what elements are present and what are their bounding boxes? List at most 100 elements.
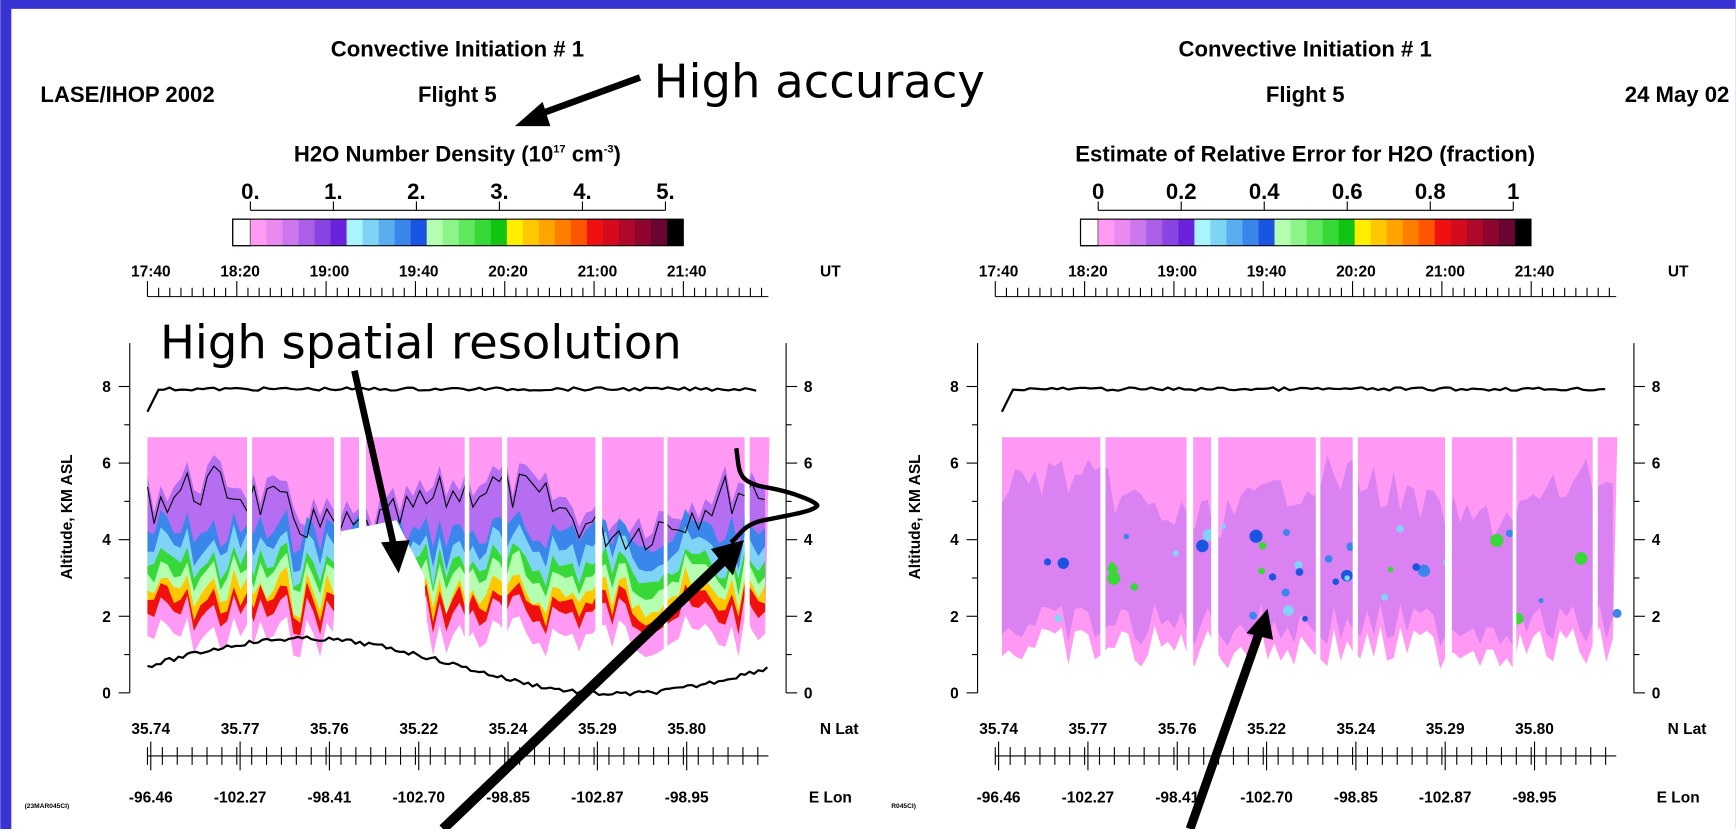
alt-tick-label: 6 xyxy=(102,456,111,473)
alt-tick-label: 4 xyxy=(1652,532,1661,549)
error-speck xyxy=(1249,611,1257,620)
time-tick-label: 20:20 xyxy=(488,264,528,281)
data-gap xyxy=(502,431,508,698)
aircraft-altitude xyxy=(1000,386,1606,413)
panel-title: Convective Initiation # 1 xyxy=(331,36,584,61)
panel: Convective Initiation # 1 Flight 5 Estimat… xyxy=(891,36,1706,810)
colorbar-cell xyxy=(1258,219,1276,246)
arrow-head xyxy=(1246,608,1274,640)
error-speck xyxy=(1302,615,1308,622)
alt-tick-label: 2 xyxy=(950,609,959,626)
arrow-head xyxy=(514,101,551,127)
arrow-head xyxy=(710,540,745,576)
time-tick-label: 18:20 xyxy=(1068,264,1108,281)
colorbar-cell xyxy=(298,219,316,246)
colorbar-cell xyxy=(1306,219,1324,246)
arrow xyxy=(439,555,729,833)
alt-tick-label: 6 xyxy=(1652,456,1661,473)
lat-tick-label: 35.77 xyxy=(1069,721,1108,738)
error-speck xyxy=(1196,539,1209,553)
lat-unit: N Lat xyxy=(1668,721,1707,738)
colorbar-cell xyxy=(1098,219,1115,246)
alt-label: Altitude, KM ASL xyxy=(907,454,924,579)
alt-tick-label: 2 xyxy=(102,609,111,626)
error-speck xyxy=(1123,533,1130,540)
colorbar-cell xyxy=(458,219,476,246)
error-speck xyxy=(1283,529,1290,536)
colorbar-cell xyxy=(554,219,572,246)
colorbar-cell xyxy=(522,219,540,246)
time-tick-label: 20:20 xyxy=(1336,264,1376,281)
colorbar-cell xyxy=(1210,219,1227,246)
time-tick-label: 18:20 xyxy=(220,264,260,281)
data-gap xyxy=(663,431,668,698)
error-speck xyxy=(1612,608,1622,618)
alt-tick-label: 6 xyxy=(804,456,813,473)
lat-tick-label: 35.22 xyxy=(399,721,438,738)
data-gap xyxy=(1211,431,1219,698)
lat-tick-label: 35.74 xyxy=(979,721,1018,738)
colorbar-label-part: ) xyxy=(614,142,621,167)
colorbar-cell xyxy=(1194,219,1211,246)
bracket xyxy=(729,447,820,545)
data-gap xyxy=(1445,431,1452,698)
arrow xyxy=(535,74,642,119)
lon-tick-label: -98.41 xyxy=(1155,789,1199,806)
colorbar-tick-label: 4. xyxy=(573,179,591,204)
colorbar-cell xyxy=(667,219,684,246)
date-label: 24 May 02 xyxy=(1625,82,1730,107)
colorbar-cell xyxy=(1338,219,1356,246)
colorbar-cell xyxy=(1178,219,1195,246)
colorbar-cell xyxy=(1482,219,1500,246)
colorbar-cell xyxy=(232,218,251,247)
colorbar-cell xyxy=(635,219,652,246)
time-tick-label: 21:40 xyxy=(1515,264,1555,281)
error-speck xyxy=(1417,564,1431,577)
error-speck xyxy=(1344,575,1350,581)
colorbar-label-part: cm xyxy=(566,142,604,167)
colorbar-cell xyxy=(1450,219,1468,246)
colorbar-tick-label: 5. xyxy=(656,179,674,204)
lon-tick-label: -98.95 xyxy=(665,789,709,806)
curtain-band xyxy=(147,580,766,636)
time-tick-label: 21:00 xyxy=(1425,264,1465,281)
time-unit: UT xyxy=(820,264,841,281)
colorbar-cell xyxy=(282,219,300,246)
error-speck xyxy=(1221,524,1227,530)
data-gap xyxy=(744,431,750,698)
error-speck xyxy=(1574,552,1588,565)
data-gap xyxy=(358,431,367,698)
data-gap xyxy=(1315,431,1321,698)
error-speck xyxy=(1268,573,1277,581)
lat-tick-label: 35.22 xyxy=(1247,721,1286,738)
lon-tick-label: -102.27 xyxy=(214,789,267,806)
annotation: High accuracy xyxy=(654,54,985,108)
lat-tick-label: 35.76 xyxy=(310,721,349,738)
alt-tick-label: 0 xyxy=(102,685,111,702)
time-unit: UT xyxy=(1668,264,1689,281)
curtain-purple xyxy=(1001,455,1613,647)
lat-tick-label: 35.80 xyxy=(1515,721,1554,738)
error-speck xyxy=(1107,571,1121,585)
alt-tick-label: 4 xyxy=(950,532,959,549)
colorbar-tick-label: 0.4 xyxy=(1249,179,1280,204)
colorbar-cell xyxy=(538,219,556,246)
data-gap xyxy=(1352,431,1358,698)
colorbar-cell xyxy=(1274,219,1292,246)
alt-tick-label: 6 xyxy=(950,456,959,473)
alt-label: Altitude, KM ASL xyxy=(59,454,76,579)
ground-line xyxy=(147,635,769,697)
alt-tick-label: 8 xyxy=(1652,379,1661,396)
lon-tick-label: -98.95 xyxy=(1513,789,1557,806)
arrow-head xyxy=(381,540,410,574)
error-speck xyxy=(1054,614,1062,623)
alt-tick-label: 4 xyxy=(804,532,813,549)
colorbar-cell xyxy=(442,219,460,246)
alt-tick-label: 0 xyxy=(950,685,959,702)
lon-tick-label: -102.70 xyxy=(1240,789,1293,806)
error-speck xyxy=(1490,533,1504,548)
error-speck xyxy=(1043,558,1052,566)
slide-body xyxy=(11,8,1736,829)
colorbar-cell xyxy=(1354,219,1372,246)
colorbar-cell xyxy=(1146,219,1163,246)
